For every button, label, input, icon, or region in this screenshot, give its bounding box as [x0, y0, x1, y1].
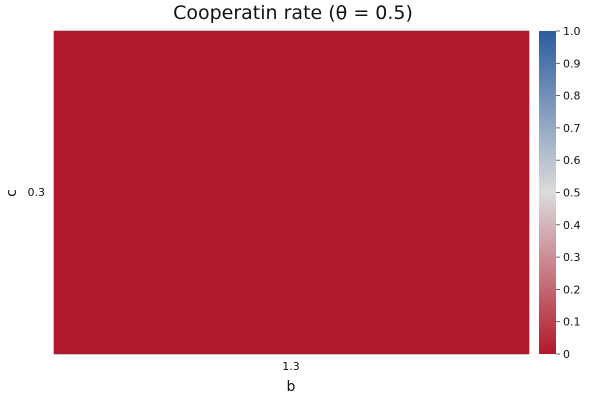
colorbar-tick-label: 0.4: [563, 219, 581, 232]
x-axis-label: b: [287, 379, 296, 395]
y-tick-label: 0.3: [28, 186, 46, 199]
colorbar-tick-label: 0.8: [563, 90, 581, 103]
colorbar-tick-label: 0.5: [563, 187, 581, 200]
colorbar-tick-label: 0.9: [563, 57, 581, 70]
colorbar-tick-label: 0.6: [563, 154, 581, 167]
colorbar-tick-label: 0: [563, 348, 570, 361]
heatmap-cell: [54, 31, 529, 354]
y-axis-label: c: [4, 189, 20, 197]
colorbar-tick-label: 1.0: [563, 25, 581, 38]
colorbar-ticks: 0 0.1 0.2 0.3 0.4 0.5 0.6 0.7 0.8 0.9 1.0: [556, 25, 581, 361]
x-tick-label: 1.3: [282, 360, 300, 373]
colorbar-tick-label: 0.1: [563, 316, 581, 329]
colorbar: [539, 31, 556, 354]
colorbar-tick-label: 0.2: [563, 283, 581, 296]
colorbar-tick-label: 0.7: [563, 122, 581, 135]
heatmap-cells: [54, 31, 529, 354]
colorbar-tick-label: 0.3: [563, 251, 581, 264]
chart-title: Cooperatin rate (θ = 0.5): [173, 2, 413, 24]
